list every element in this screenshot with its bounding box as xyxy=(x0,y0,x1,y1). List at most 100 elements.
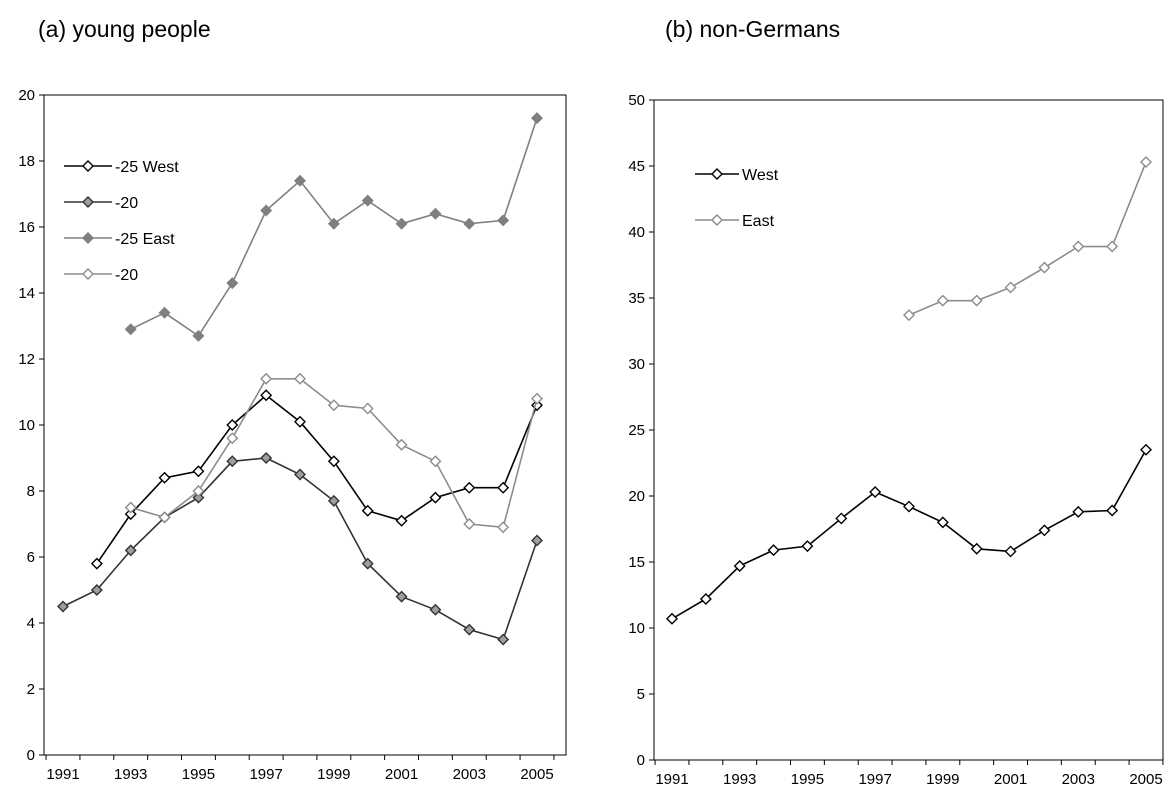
data-point-marker xyxy=(327,399,340,412)
y-tick-label: 12 xyxy=(18,351,35,368)
data-point-marker xyxy=(294,174,306,187)
data-point-marker xyxy=(260,204,273,217)
data-point-marker xyxy=(903,500,915,513)
y-tick-label: 15 xyxy=(628,554,645,571)
data-point-marker xyxy=(699,592,712,605)
legend-marker xyxy=(82,196,94,208)
data-point-marker xyxy=(361,504,374,517)
y-tick-label: 40 xyxy=(628,224,645,241)
data-point-marker xyxy=(1004,281,1017,294)
legend-item: -20 xyxy=(64,267,138,284)
x-tick-label: 1999 xyxy=(926,771,959,788)
legend-item: -25 West xyxy=(64,159,179,176)
legend-label: -20 xyxy=(115,267,138,284)
legend-marker xyxy=(82,232,94,244)
data-point-marker xyxy=(429,491,442,504)
y-tick-label: 14 xyxy=(18,285,35,302)
data-point-marker xyxy=(936,516,949,529)
data-point-marker xyxy=(531,534,543,547)
data-point-marker xyxy=(158,471,171,484)
y-tick-label: 0 xyxy=(637,752,645,769)
series-1 xyxy=(57,452,543,646)
y-tick-label: 5 xyxy=(637,686,645,703)
chart-title-young-people: (a) young people xyxy=(38,16,211,42)
data-point-marker xyxy=(361,557,374,570)
data-point-marker xyxy=(1140,156,1152,169)
data-point-marker xyxy=(57,600,69,613)
data-point-marker xyxy=(429,207,442,220)
data-point-marker xyxy=(970,542,983,555)
x-tick-label: 1997 xyxy=(858,771,891,788)
series-0 xyxy=(90,389,543,570)
legend-item: East xyxy=(695,213,775,230)
data-point-marker xyxy=(90,557,103,570)
data-point-marker xyxy=(294,468,306,481)
data-point-marker xyxy=(767,544,780,557)
data-point-marker xyxy=(260,452,273,464)
y-tick-label: 8 xyxy=(27,483,35,500)
data-point-marker xyxy=(497,521,510,534)
y-tick-label: 0 xyxy=(27,747,35,764)
data-point-marker xyxy=(226,432,239,445)
data-point-marker xyxy=(226,419,239,431)
plot-area-frame xyxy=(43,94,567,756)
series-0 xyxy=(666,443,1152,625)
series-2 xyxy=(124,112,543,342)
data-point-marker xyxy=(1072,240,1085,253)
x-tick-label: 2001 xyxy=(994,771,1027,788)
legend-label: West xyxy=(742,167,779,184)
data-point-marker xyxy=(260,372,273,385)
data-point-marker xyxy=(1038,261,1051,274)
data-point-marker xyxy=(124,544,137,557)
x-tick-label: 1995 xyxy=(182,766,215,783)
y-tick-label: 50 xyxy=(628,92,645,109)
legend-label: -25 West xyxy=(115,159,179,176)
y-tick-label: 16 xyxy=(18,219,35,236)
legend-item: -25 East xyxy=(64,231,175,248)
data-point-marker xyxy=(1038,524,1051,537)
x-tick-label: 1993 xyxy=(723,771,756,788)
data-point-marker xyxy=(395,514,408,527)
data-point-marker xyxy=(1106,240,1119,253)
legend-item: -20 xyxy=(64,195,138,212)
y-tick-label: 10 xyxy=(18,417,35,434)
y-tick-label: 20 xyxy=(628,488,645,505)
data-point-marker xyxy=(395,590,408,603)
data-point-marker xyxy=(395,217,408,230)
y-tick-label: 20 xyxy=(18,87,35,104)
chart-young-people: 0 2 4 6 8 10 12 14 16 18 20 1991 1993 1995 1997 1999 200… xyxy=(18,87,567,783)
legend: West East xyxy=(695,167,779,230)
y-tick-label: 25 xyxy=(628,422,645,439)
data-point-marker xyxy=(294,415,306,428)
x-tick-label: 1993 xyxy=(114,766,147,783)
data-point-marker xyxy=(361,402,374,415)
chart-title-non-germans: (b) non-Germans xyxy=(665,16,841,42)
x-tick-label: 1999 xyxy=(317,766,350,783)
legend-label: East xyxy=(742,213,775,230)
y-tick-label: 30 xyxy=(628,356,645,373)
data-point-marker xyxy=(531,392,543,405)
data-point-marker xyxy=(801,540,814,553)
legend: -25 West -20 -25 East -20 xyxy=(64,159,179,284)
x-tick-label: 1991 xyxy=(655,771,688,788)
data-point-marker xyxy=(327,494,340,507)
legend-marker xyxy=(82,268,94,280)
plot-area-frame xyxy=(653,99,1164,761)
x-tick-label: 2003 xyxy=(1062,771,1095,788)
x-tick-label: 2005 xyxy=(520,766,553,783)
y-tick-label: 18 xyxy=(18,153,35,170)
data-point-marker xyxy=(90,584,103,596)
data-point-marker xyxy=(124,508,137,521)
data-point-marker xyxy=(733,559,746,572)
data-point-marker xyxy=(192,329,205,342)
data-point-marker xyxy=(226,455,239,468)
x-tick-label: 1997 xyxy=(249,766,282,783)
data-point-marker xyxy=(192,485,205,497)
y-tick-label: 45 xyxy=(628,158,645,175)
legend-marker xyxy=(711,168,723,180)
data-point-marker xyxy=(327,217,340,230)
data-point-marker xyxy=(497,633,510,646)
data-point-marker xyxy=(429,455,442,468)
data-point-marker xyxy=(463,481,476,494)
